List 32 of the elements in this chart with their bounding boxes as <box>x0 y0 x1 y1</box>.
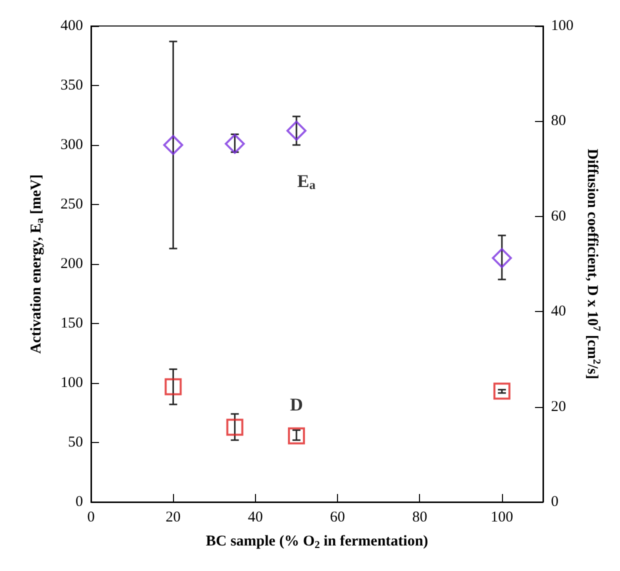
x-tick-label: 40 <box>248 510 263 526</box>
point <box>288 427 305 444</box>
y2-tick-label: 40 <box>551 304 566 320</box>
x-tick-label: 20 <box>166 510 181 526</box>
point <box>224 134 245 154</box>
y2-tick-label: 60 <box>551 208 566 224</box>
y2-tick-label: 80 <box>551 113 566 130</box>
point <box>493 382 510 400</box>
point <box>492 248 512 268</box>
y-tick-label: 200 <box>60 256 83 272</box>
point <box>163 135 184 155</box>
y-tick-label: 100 <box>60 375 83 391</box>
y-tick-label: 50 <box>68 434 83 450</box>
x-tick-label: 60 <box>330 510 346 526</box>
y-tick-label: 300 <box>60 137 83 153</box>
y2-tick-label: 0 <box>551 494 558 510</box>
point <box>226 418 244 436</box>
y-tick-label: 250 <box>60 196 83 212</box>
y-tick-label: 350 <box>60 78 83 94</box>
x-tick-label: 80 <box>412 510 428 526</box>
y-axis-title: Activation energy, Ea [meV] <box>28 174 46 354</box>
x-tick-label: 0 <box>87 510 95 526</box>
series-label: D <box>290 394 303 414</box>
y-tick-label: 400 <box>60 18 83 34</box>
point <box>286 120 306 141</box>
y2-axis-title: Diffusion coefficient, D x 107 [cm2/s] <box>584 148 602 380</box>
y-tick-label: 150 <box>60 316 83 332</box>
y2-tick-label: 20 <box>551 398 566 415</box>
y-tick-label: 0 <box>76 494 83 510</box>
point <box>164 378 182 396</box>
x-tick-label: 100 <box>490 510 514 526</box>
y2-tick-label: 100 <box>551 18 574 34</box>
